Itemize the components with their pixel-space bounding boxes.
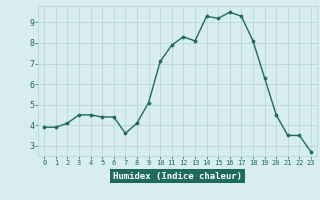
X-axis label: Humidex (Indice chaleur): Humidex (Indice chaleur) <box>113 172 242 181</box>
